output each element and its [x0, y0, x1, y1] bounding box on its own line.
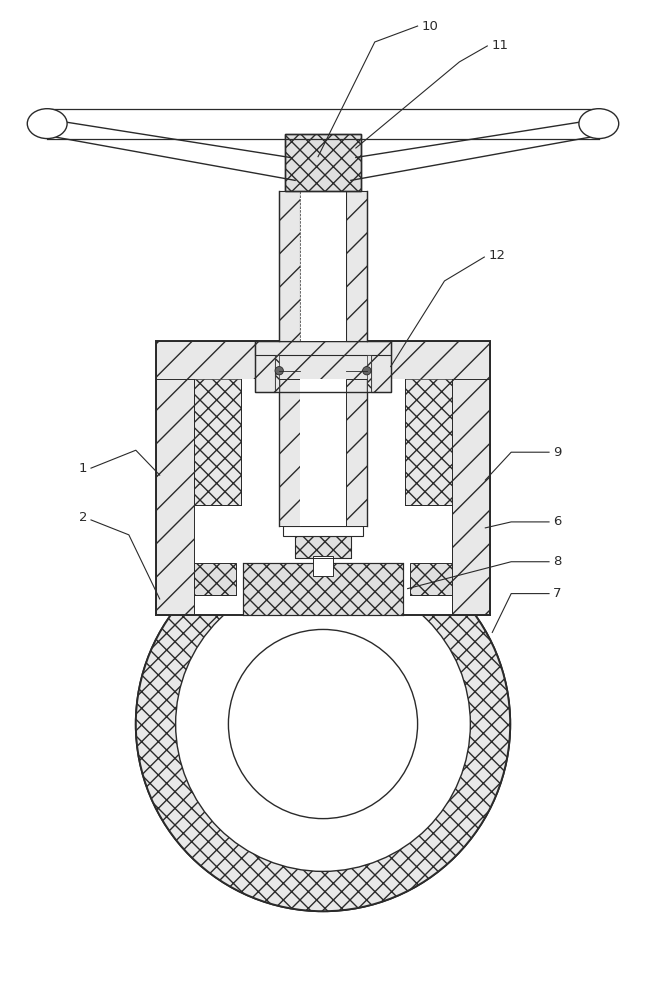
Bar	[193, 594, 452, 615]
Text: 12: 12	[488, 249, 505, 262]
Bar	[256, 341, 391, 355]
Bar	[156, 341, 490, 379]
Circle shape	[136, 537, 510, 911]
Bar	[300, 191, 346, 341]
Bar	[275, 355, 280, 392]
Bar	[346, 191, 367, 341]
Bar	[295, 536, 351, 558]
Bar	[243, 563, 402, 615]
Circle shape	[228, 629, 417, 819]
Bar	[404, 379, 452, 505]
Bar	[285, 134, 361, 191]
Circle shape	[175, 577, 470, 871]
Circle shape	[228, 629, 417, 819]
Bar	[193, 379, 241, 505]
Bar	[156, 341, 490, 615]
Bar	[280, 191, 300, 341]
Circle shape	[362, 367, 371, 375]
Bar	[256, 341, 391, 392]
Bar	[404, 379, 452, 505]
Ellipse shape	[27, 109, 67, 139]
Text: 1: 1	[78, 462, 87, 475]
Bar	[193, 379, 241, 505]
Bar	[452, 341, 490, 615]
Bar	[371, 341, 391, 392]
Bar	[346, 379, 367, 526]
Bar	[193, 563, 236, 595]
Bar	[280, 379, 300, 526]
Bar	[300, 379, 346, 526]
Bar	[367, 355, 371, 392]
Text: 7: 7	[553, 587, 562, 600]
Text: 9: 9	[553, 446, 562, 459]
Bar	[156, 594, 193, 615]
Circle shape	[136, 537, 510, 911]
Circle shape	[136, 537, 510, 911]
Text: 6: 6	[553, 515, 562, 528]
Bar	[156, 341, 490, 615]
Circle shape	[275, 367, 283, 375]
Bar	[256, 341, 275, 392]
Bar	[285, 134, 361, 191]
Ellipse shape	[579, 109, 619, 139]
Bar	[156, 341, 193, 615]
Bar	[283, 526, 363, 536]
Text: 10: 10	[422, 20, 439, 33]
Bar	[313, 556, 333, 576]
Bar	[193, 379, 452, 615]
Text: 11: 11	[491, 39, 509, 52]
Circle shape	[175, 577, 470, 871]
Text: 8: 8	[553, 555, 562, 568]
Bar	[410, 563, 452, 595]
Text: 2: 2	[78, 511, 87, 524]
Bar	[452, 594, 490, 615]
